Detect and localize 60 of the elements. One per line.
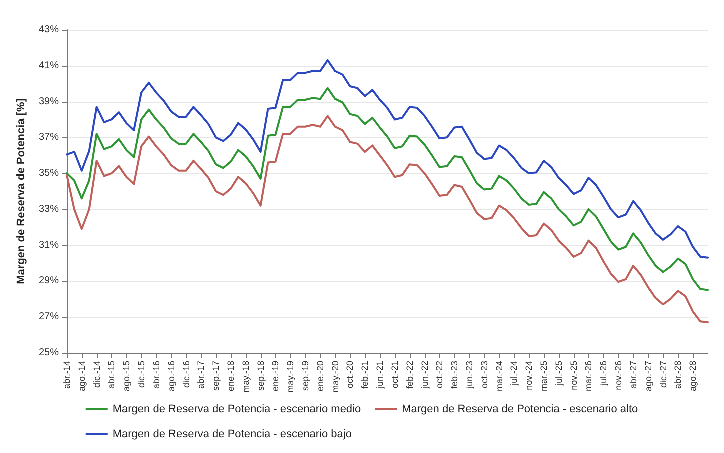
x-tick-label: feb.-21 (360, 361, 370, 390)
x-tick-label: nov.-25 (568, 361, 579, 390)
legend-label: Margen de Reserva de Potencia - escenario alto (402, 404, 638, 416)
x-tick-label: may.-20 (330, 361, 340, 393)
x-tick-label: jun.-23 (464, 361, 474, 390)
x-tick-label: oct.-22 (434, 361, 445, 389)
x-tick-label: sep.-17 (211, 361, 222, 392)
x-tick-label: dic.-15 (136, 361, 147, 388)
x-tick-label: oct.-23 (479, 361, 490, 389)
y-tick-label: 29% (38, 276, 60, 287)
x-tick-label: jun.-21 (375, 361, 386, 390)
y-tick-label: 33% (38, 204, 60, 215)
x-tick-label: dic.-16 (181, 361, 192, 388)
x-tick-label: abr.-14 (62, 361, 72, 390)
x-tick-label: nov.-24 (524, 361, 534, 390)
x-tick-label: mar.-26 (584, 361, 594, 392)
x-tick-label: oct.-20 (345, 361, 356, 389)
y-tick-label: 43% (38, 24, 60, 36)
x-tick-label: ago.-16 (166, 361, 176, 392)
x-tick-label: jul.-26 (598, 361, 609, 387)
y-axis-title: Margen de Reserva de Potencia [%] (16, 98, 28, 284)
x-tick-label: jun.-22 (420, 361, 430, 390)
x-tick-label: ene.-19 (270, 361, 281, 392)
x-tick-label: feb.-23 (450, 361, 460, 390)
line-series (66, 60, 709, 259)
x-tick-label: ago.-15 (122, 361, 132, 392)
x-tick-label: abr.-17 (196, 361, 206, 390)
x-tick-label: mar.-24 (494, 361, 504, 392)
x-tick-label: abr.-15 (106, 361, 117, 390)
x-tick-label: jul.-24 (509, 361, 520, 387)
x-tick-label: ene.-18 (226, 361, 236, 392)
x-tick-label: jul.-25 (554, 361, 564, 387)
x-tick-label: oct.-21 (390, 361, 400, 389)
x-tick-label: may.-18 (240, 361, 251, 393)
x-tick-label: feb.-22 (404, 361, 415, 390)
y-tick-label: 31% (38, 240, 60, 251)
x-tick-label: nov.-26 (614, 361, 624, 390)
y-tick-label: 39% (38, 96, 60, 108)
x-tick-label: ago.-14 (76, 361, 87, 392)
y-tick-label: 25% (38, 348, 60, 358)
legend-label: Margen de Reserva de Potencia - escenario bajo (112, 428, 352, 440)
x-tick-label: abr.-28 (673, 361, 684, 390)
x-tick-label: ago.-28 (688, 361, 698, 392)
x-tick-label: mar.-25 (539, 361, 550, 392)
legend-label: Margen de Reserva de Potencia - escenario medio (112, 404, 362, 416)
x-tick-label: ene.-20 (315, 361, 326, 392)
y-tick-label: 37% (38, 132, 60, 144)
y-tick-label: 27% (38, 312, 60, 323)
x-tick-label: sep.-19 (300, 361, 311, 392)
x-tick-label: dic.-27 (658, 361, 668, 388)
line-series (66, 115, 709, 324)
line-series (66, 87, 709, 292)
x-tick-label: ago.-27 (643, 361, 654, 392)
x-tick-label: sep.-18 (256, 361, 266, 392)
x-tick-label: dic.-14 (92, 361, 102, 388)
y-tick-label: 35% (38, 168, 60, 180)
y-tick-label: 41% (38, 60, 60, 72)
x-tick-label: abr.-27 (628, 361, 638, 390)
x-tick-label: abr.-16 (151, 361, 162, 390)
x-tick-label: may.-19 (286, 361, 296, 393)
